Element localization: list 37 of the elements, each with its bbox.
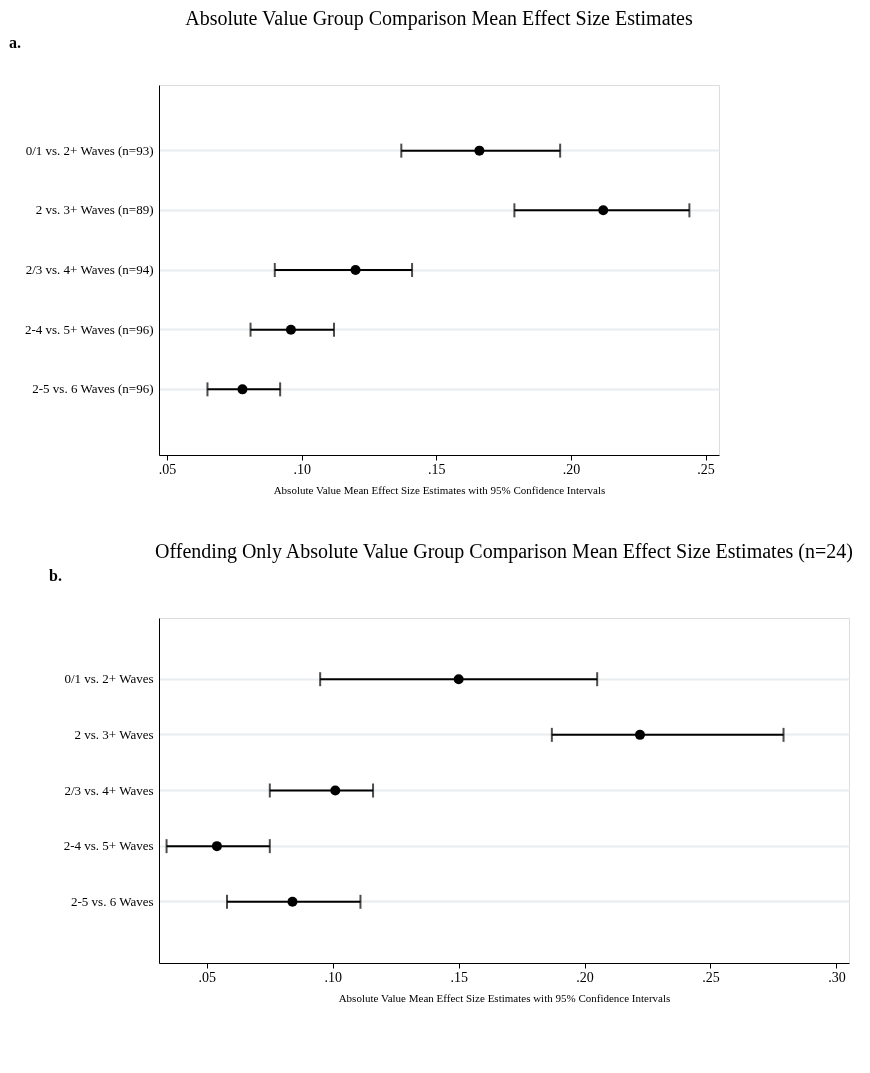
y-tick-label: 2 vs. 3+ Waves (n=89) xyxy=(35,202,154,218)
point xyxy=(350,265,361,275)
text: b. xyxy=(49,567,62,584)
x-axis-title: Absolute Value Mean Effect Size Estimates with 95% Confidence Intervals xyxy=(273,483,606,496)
y-tick-label: 2/3 vs. 4+ Waves (n=94) xyxy=(25,262,154,277)
x-tick-label: .15 xyxy=(450,969,468,985)
point xyxy=(211,841,222,852)
point xyxy=(474,145,485,156)
x-tick-label: .25 xyxy=(697,461,715,477)
y-tick-label: 2/3 vs. 4+ Waves xyxy=(64,782,154,798)
point xyxy=(285,324,296,335)
y-tick-label: 2-4 vs. 5+ Waves xyxy=(63,838,154,854)
text: a. xyxy=(9,34,21,51)
x-tick-label: .20 xyxy=(562,461,581,477)
point xyxy=(453,674,464,685)
x-tick-label: .15 xyxy=(428,461,446,477)
x-tick-label: .05 xyxy=(198,969,217,985)
y-tick-label: 2-5 vs. 6 Waves xyxy=(71,893,154,909)
x-tick-label: .20 xyxy=(576,969,594,985)
x-tick-label: .30 xyxy=(828,969,846,985)
y-tick-label: 2-5 vs. 6 Waves (n=96) xyxy=(32,381,154,397)
point xyxy=(634,729,645,740)
y-tick-label: 2 vs. 3+ Waves xyxy=(74,726,154,742)
point xyxy=(330,785,341,796)
x-tick-label: .10 xyxy=(293,461,311,477)
point xyxy=(237,384,248,395)
chart-title: Absolute Value Group Comparison Mean Effect Size Estimates xyxy=(185,7,693,30)
y-tick-label: 0/1 vs. 2+ Waves (n=93) xyxy=(25,142,154,158)
x-tick-label: .25 xyxy=(702,969,720,985)
x-tick-label: .05 xyxy=(158,461,177,477)
point xyxy=(598,205,609,216)
y-tick-label: 2-4 vs. 5+ Waves (n=96) xyxy=(24,321,154,337)
y-tick-label: 0/1 vs. 2+ Waves xyxy=(64,671,154,687)
x-tick-label: .10 xyxy=(324,969,343,985)
point xyxy=(287,896,298,907)
chart-title: Offending Only Absolute Value Group Comparison Mean Effect Size Estimates (n=24) xyxy=(155,540,853,563)
x-axis-title: Absolute Value Mean Effect Size Estimates with 95% Confidence Intervals xyxy=(338,991,671,1004)
